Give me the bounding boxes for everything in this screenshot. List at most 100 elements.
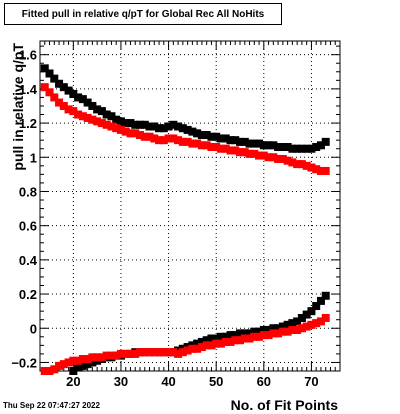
data-point-series-2 — [193, 339, 202, 348]
data-point-series-0 — [193, 129, 202, 138]
data-point-series-0 — [93, 105, 102, 114]
data-point-series-0 — [231, 136, 240, 145]
data-point-series-0 — [126, 119, 135, 128]
data-point-series-2 — [283, 320, 292, 329]
x-tick-label: 50 — [209, 374, 223, 389]
data-point-series-3 — [240, 334, 249, 343]
data-point-series-3 — [226, 337, 235, 346]
data-point-series-0 — [240, 137, 249, 146]
data-point-series-3 — [121, 349, 130, 358]
data-point-series-0 — [278, 143, 287, 152]
data-point-series-1 — [164, 134, 173, 143]
data-point-series-3 — [212, 339, 221, 348]
data-point-series-3 — [74, 356, 83, 365]
data-point-series-1 — [264, 153, 273, 162]
data-point-series-0 — [112, 115, 121, 124]
data-point-series-1 — [55, 98, 64, 107]
data-point-series-0 — [59, 83, 68, 92]
data-point-series-2 — [197, 337, 206, 346]
data-point-series-1 — [197, 141, 206, 150]
data-point-series-1 — [245, 149, 254, 158]
x-tick-label: 30 — [114, 374, 128, 389]
data-point-series-3 — [59, 360, 68, 369]
data-point-series-3 — [297, 324, 306, 333]
data-point-series-2 — [216, 332, 225, 341]
data-point-series-2 — [231, 331, 240, 340]
data-point-series-3 — [140, 348, 149, 357]
data-point-series-2 — [316, 296, 325, 305]
data-point-series-2 — [212, 334, 221, 343]
x-tick-label: 40 — [161, 374, 175, 389]
data-point-series-0 — [107, 112, 116, 121]
x-tick-label: 70 — [304, 374, 318, 389]
x-axis-title: No. of Fit Points — [231, 397, 339, 413]
data-point-series-2 — [78, 361, 87, 370]
data-point-series-3 — [107, 351, 116, 360]
data-point-series-0 — [140, 120, 149, 129]
data-point-series-3 — [116, 349, 125, 358]
data-point-series-2 — [302, 310, 311, 319]
data-point-series-3 — [45, 367, 54, 375]
y-axis-title: pull in relative q/pT — [10, 43, 26, 171]
axis-ticks — [39, 41, 341, 372]
data-point-series-3 — [274, 329, 283, 338]
data-point-series-1 — [188, 139, 197, 148]
data-point-series-0 — [321, 137, 330, 146]
data-point-series-1 — [207, 143, 216, 152]
data-point-series-0 — [83, 98, 92, 107]
data-point-series-2 — [226, 331, 235, 340]
data-point-series-1 — [131, 129, 140, 138]
data-point-series-1 — [40, 83, 49, 92]
data-point-series-2 — [83, 360, 92, 369]
data-point-series-0 — [78, 95, 87, 104]
data-point-series-1 — [145, 132, 154, 141]
data-point-series-0 — [221, 134, 230, 143]
y-tick-label: −0.2 — [11, 355, 37, 370]
data-point-series-2 — [74, 363, 83, 372]
data-point-series-3 — [202, 341, 211, 350]
data-point-series-0 — [145, 122, 154, 131]
data-point-series-0 — [64, 86, 73, 95]
data-point-series-0 — [269, 141, 278, 150]
chart-title: Fitted pull in relative q/pT for Global … — [4, 3, 282, 25]
y-tick-label: 0.2 — [19, 287, 37, 302]
data-point-series-3 — [88, 353, 97, 362]
data-point-series-1 — [321, 166, 330, 175]
data-point-series-1 — [259, 151, 268, 160]
data-point-series-3 — [40, 367, 49, 375]
data-point-series-1 — [136, 131, 144, 140]
data-point-series-0 — [121, 119, 130, 128]
data-point-series-1 — [174, 136, 183, 145]
data-point-series-0 — [216, 134, 225, 143]
data-point-series-0 — [169, 120, 178, 129]
data-point-series-2 — [269, 324, 278, 333]
data-point-series-3 — [307, 320, 316, 329]
y-tick-label: 1 — [30, 150, 37, 165]
data-point-series-0 — [307, 144, 316, 153]
data-point-series-3 — [136, 348, 144, 357]
data-point-series-3 — [83, 355, 92, 364]
data-point-series-2 — [240, 329, 249, 338]
data-point-series-1 — [255, 151, 264, 160]
data-point-series-0 — [88, 101, 97, 110]
data-point-series-1 — [274, 154, 283, 163]
data-point-series-1 — [278, 154, 287, 163]
data-point-series-1 — [102, 120, 111, 129]
data-point-series-3 — [69, 356, 78, 365]
data-point-series-0 — [40, 64, 49, 73]
data-point-series-0 — [274, 143, 283, 152]
data-point-series-3 — [164, 348, 173, 357]
data-point-series-1 — [50, 93, 59, 102]
data-point-series-1 — [293, 160, 302, 169]
data-point-series-1 — [159, 136, 168, 145]
data-point-series-1 — [212, 143, 221, 152]
data-point-series-0 — [288, 144, 297, 153]
data-point-series-3 — [188, 344, 197, 353]
y-tick-label: 0 — [30, 321, 37, 336]
data-point-series-1 — [236, 148, 244, 157]
data-point-series-2 — [69, 367, 78, 375]
data-point-series-3 — [288, 325, 297, 334]
data-point-series-2 — [245, 329, 254, 338]
data-point-series-0 — [245, 139, 254, 148]
data-point-series-1 — [74, 110, 83, 119]
